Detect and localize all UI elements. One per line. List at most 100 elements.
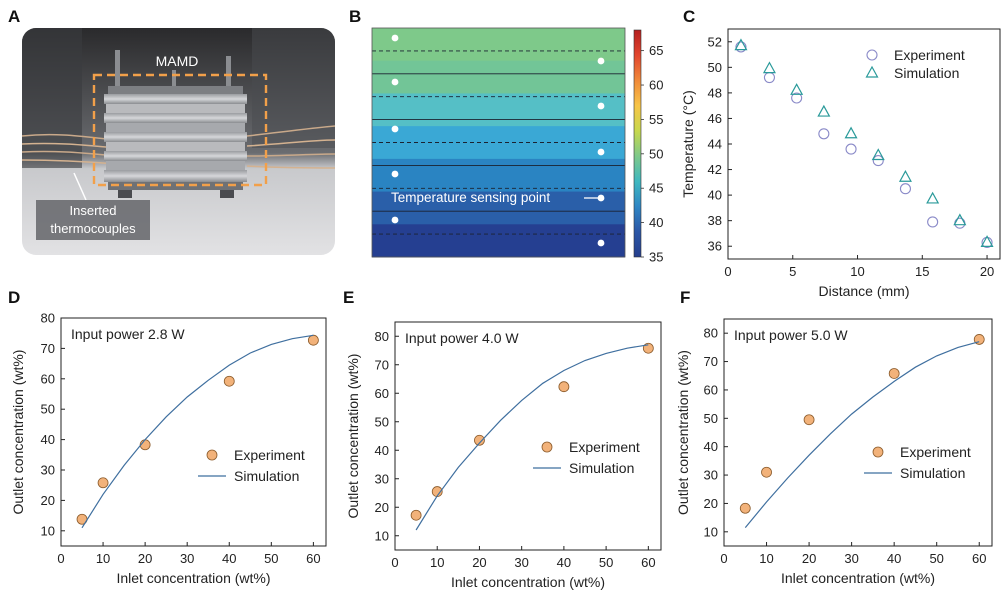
y-axis-label: Outlet concentration (wt%) bbox=[675, 350, 691, 515]
plot-frame bbox=[723, 318, 993, 547]
data-point-circle bbox=[954, 217, 966, 229]
x-tick-label: 40 bbox=[557, 555, 571, 570]
sensing-point bbox=[597, 102, 605, 110]
y-tick-label: 70 bbox=[375, 357, 389, 372]
y-tick-label: 52 bbox=[708, 34, 722, 49]
legend: Experiment Simulation bbox=[198, 447, 305, 484]
series-simulation bbox=[415, 344, 649, 531]
y-tick-label: 80 bbox=[41, 311, 55, 326]
x-tick-label: 20 bbox=[472, 555, 486, 570]
series-simulation bbox=[734, 38, 994, 247]
data-point-circle bbox=[474, 434, 485, 446]
x-tick-label: 10 bbox=[430, 555, 444, 570]
temperature-map-frame bbox=[371, 27, 626, 258]
colorbar-tick-label: 35 bbox=[649, 250, 663, 265]
legend-triangle bbox=[865, 65, 879, 78]
data-point-circle bbox=[899, 183, 911, 195]
data-point-circle bbox=[739, 502, 751, 514]
temperature-band bbox=[372, 158, 625, 193]
temperature-map-panel: Temperature sensing point 65 60 55 50 45 40 35 bbox=[371, 27, 663, 265]
data-point-triangle bbox=[844, 126, 858, 139]
sensing-point bbox=[597, 239, 605, 247]
legend-label: Simulation bbox=[234, 468, 299, 484]
temperature-band bbox=[372, 93, 625, 127]
data-point-circle bbox=[763, 72, 775, 84]
y-tick-label: 20 bbox=[375, 500, 389, 515]
y-tick-label: 10 bbox=[41, 523, 55, 538]
temperature-map-divisions bbox=[371, 27, 626, 258]
x-axis-label: Distance (mm) bbox=[818, 283, 909, 299]
x-tick-label: 30 bbox=[514, 555, 528, 570]
legend-circle bbox=[206, 449, 218, 461]
y-axis-label: Outlet concentration (wt%) bbox=[10, 350, 26, 515]
device-label: MAMD bbox=[156, 53, 199, 69]
sensing-points bbox=[391, 34, 605, 247]
y-axis-label: Temperature (°C) bbox=[680, 90, 696, 198]
y-tick-label: 50 bbox=[41, 402, 55, 417]
data-point-triangle bbox=[926, 191, 940, 204]
colorbar bbox=[633, 29, 642, 258]
x-tick-label: 40 bbox=[222, 551, 236, 566]
y-tick-label: 40 bbox=[375, 443, 389, 458]
sensing-point bbox=[597, 194, 605, 202]
y-tick-label: 38 bbox=[708, 213, 722, 228]
chart-annotation: Input power 5.0 W bbox=[734, 327, 848, 343]
x-tick-label: 50 bbox=[264, 551, 278, 566]
legend-label: Experiment bbox=[894, 47, 965, 63]
legend-circle bbox=[872, 446, 884, 458]
y-tick-label: 30 bbox=[704, 468, 718, 483]
y-tick-label: 50 bbox=[375, 414, 389, 429]
y-tick-label: 70 bbox=[704, 354, 718, 369]
legend: Experiment Simulation bbox=[865, 47, 965, 81]
chart-annotation: Input power 4.0 W bbox=[405, 330, 519, 346]
legend-label: Experiment bbox=[900, 444, 971, 460]
simulation-curve bbox=[81, 334, 314, 529]
legend: Experiment Simulation bbox=[533, 439, 640, 476]
y-tick-label: 36 bbox=[708, 239, 722, 254]
x-tick-label: 20 bbox=[980, 264, 994, 279]
y-tick-label: 50 bbox=[704, 411, 718, 426]
x-tick-label: 60 bbox=[306, 551, 320, 566]
data-point-circle bbox=[818, 128, 830, 140]
y-tick-label: 60 bbox=[704, 382, 718, 397]
sensing-point bbox=[597, 57, 605, 65]
y-tick-label: 50 bbox=[708, 60, 722, 75]
data-point-circle bbox=[803, 414, 815, 426]
y-tick-label: 30 bbox=[41, 463, 55, 478]
colorbar-gradient-bar bbox=[633, 29, 642, 258]
sensing-point bbox=[597, 148, 605, 156]
data-point-circle bbox=[845, 143, 857, 155]
y-tick-label: 60 bbox=[375, 386, 389, 401]
thermocouple-label-line2: thermocouples bbox=[50, 221, 136, 236]
x-tick-label: 0 bbox=[57, 551, 64, 566]
y-tick-label: 40 bbox=[704, 439, 718, 454]
series-experiment bbox=[410, 342, 654, 521]
panel-letter-c: C bbox=[683, 7, 696, 26]
data-point-circle bbox=[791, 92, 803, 104]
data-point-circle bbox=[761, 466, 772, 478]
y-tick-label: 30 bbox=[375, 471, 389, 486]
sensing-point-annotation: Temperature sensing point bbox=[391, 190, 550, 205]
x-tick-label: 0 bbox=[720, 551, 727, 566]
series-experiment bbox=[76, 334, 319, 525]
data-point-triangle bbox=[871, 148, 885, 161]
colorbar-tick-label: 60 bbox=[649, 78, 663, 93]
sensing-point bbox=[391, 170, 399, 178]
x-tick-label: 5 bbox=[789, 264, 796, 279]
panel-letter-e: E bbox=[343, 288, 355, 307]
x-tick-label: 60 bbox=[641, 555, 655, 570]
colorbar-tick-label: 50 bbox=[649, 146, 663, 161]
colorbar-ticks: 65 60 55 50 45 40 35 bbox=[641, 43, 663, 265]
plot-frame bbox=[60, 317, 327, 547]
legend-circle bbox=[541, 441, 553, 453]
chart-annotation: Input power 2.8 W bbox=[71, 326, 185, 342]
y-tick-label: 42 bbox=[708, 162, 722, 177]
data-point-triangle bbox=[898, 169, 912, 182]
data-point-circle bbox=[97, 477, 109, 489]
data-point-circle bbox=[410, 509, 422, 521]
y-tick-label: 20 bbox=[704, 496, 718, 511]
y-tick-label: 80 bbox=[375, 329, 389, 344]
data-point-circle bbox=[927, 216, 939, 228]
